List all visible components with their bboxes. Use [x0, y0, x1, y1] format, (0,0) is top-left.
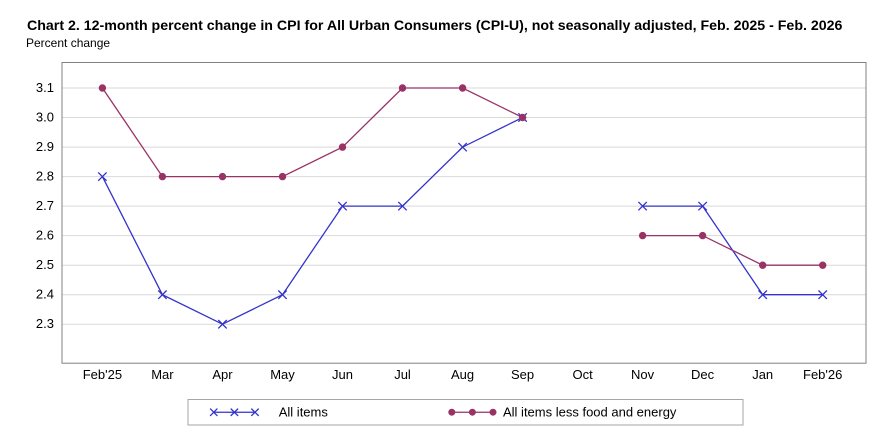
svg-text:2.5: 2.5: [36, 257, 54, 272]
svg-text:Dec: Dec: [691, 367, 715, 382]
svg-text:Oct: Oct: [572, 367, 593, 382]
svg-text:All items: All items: [279, 404, 329, 419]
svg-text:2.9: 2.9: [36, 139, 54, 154]
svg-text:Mar: Mar: [151, 367, 174, 382]
svg-text:2.3: 2.3: [36, 316, 54, 331]
svg-text:Feb'26: Feb'26: [803, 367, 842, 382]
svg-text:Jan: Jan: [752, 367, 773, 382]
svg-text:Nov: Nov: [631, 367, 655, 382]
svg-text:Jul: Jul: [394, 367, 411, 382]
svg-text:May: May: [270, 367, 295, 382]
svg-text:3.1: 3.1: [36, 80, 54, 95]
svg-text:3.0: 3.0: [36, 110, 54, 125]
svg-text:Apr: Apr: [212, 367, 233, 382]
svg-text:2.4: 2.4: [36, 287, 54, 302]
svg-text:Feb'25: Feb'25: [83, 367, 122, 382]
svg-text:Aug: Aug: [451, 367, 474, 382]
svg-text:Jun: Jun: [332, 367, 353, 382]
svg-text:2.7: 2.7: [36, 198, 54, 213]
svg-text:2.6: 2.6: [36, 228, 54, 243]
svg-text:All items less food and energy: All items less food and energy: [503, 404, 677, 419]
svg-text:2.8: 2.8: [36, 169, 54, 184]
svg-text:Sep: Sep: [511, 367, 534, 382]
